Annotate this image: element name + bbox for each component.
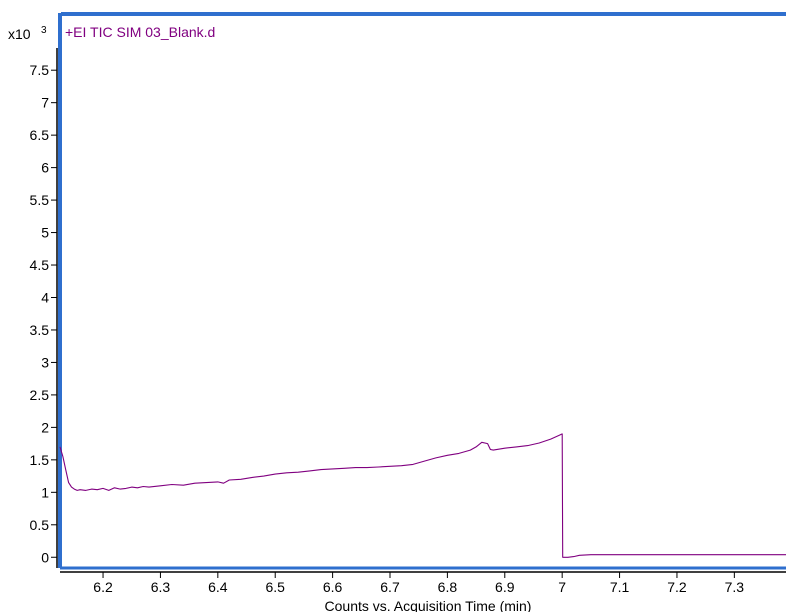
chart-marks: 0 0.5 1 1.5 2 2.5 3 3.5 4 4.5 5 5.5 6 6.5 7 7.5 6.2 6.3 6.…: [30, 12, 786, 595]
y-tick-label: 2.5: [30, 387, 50, 403]
y-tick-label: 0.5: [30, 517, 50, 533]
x-tick-label: 6.5: [265, 579, 285, 595]
y-multiplier-label: x10: [8, 26, 31, 42]
y-tick-label: 6.5: [30, 127, 50, 143]
x-tick-label: 6.3: [151, 579, 171, 595]
y-tick-label: 4.5: [30, 257, 50, 273]
series-title: +EI TIC SIM 03_Blank.d: [65, 24, 215, 40]
x-tick-label: 6.9: [495, 579, 515, 595]
y-tick-label: 6: [41, 160, 49, 176]
x-tick-label: 7.1: [610, 579, 630, 595]
x-tick-label: 6.7: [380, 579, 400, 595]
y-tick-label: 2: [41, 419, 49, 435]
y-tick-label: 5.5: [30, 192, 50, 208]
x-axis-title: Counts vs. Acquisition Time (min): [325, 598, 532, 612]
tic-series-line: [59, 433, 786, 558]
x-tick-label: 7.2: [667, 579, 687, 595]
y-tick-label: 7: [41, 95, 49, 111]
y-tick-label: 7.5: [30, 62, 50, 78]
x-tick-label: 7.3: [725, 579, 745, 595]
y-tick-label: 3.5: [30, 322, 50, 338]
x-tick-label: 7: [558, 579, 566, 595]
y-tick-label: 3: [41, 354, 49, 370]
x-tick-label: 6.4: [208, 579, 228, 595]
y-tick-label: 0: [41, 549, 49, 565]
y-tick-label: 1: [41, 484, 49, 500]
y-tick-label: 5: [41, 225, 49, 241]
x-tick-label: 6.8: [438, 579, 458, 595]
y-tick-label: 1.5: [30, 452, 50, 468]
y-multiplier-exponent: 3: [41, 25, 47, 36]
y-tick-label: 4: [41, 289, 49, 305]
x-tick-label: 6.2: [93, 579, 113, 595]
x-tick-label: 6.6: [323, 579, 343, 595]
